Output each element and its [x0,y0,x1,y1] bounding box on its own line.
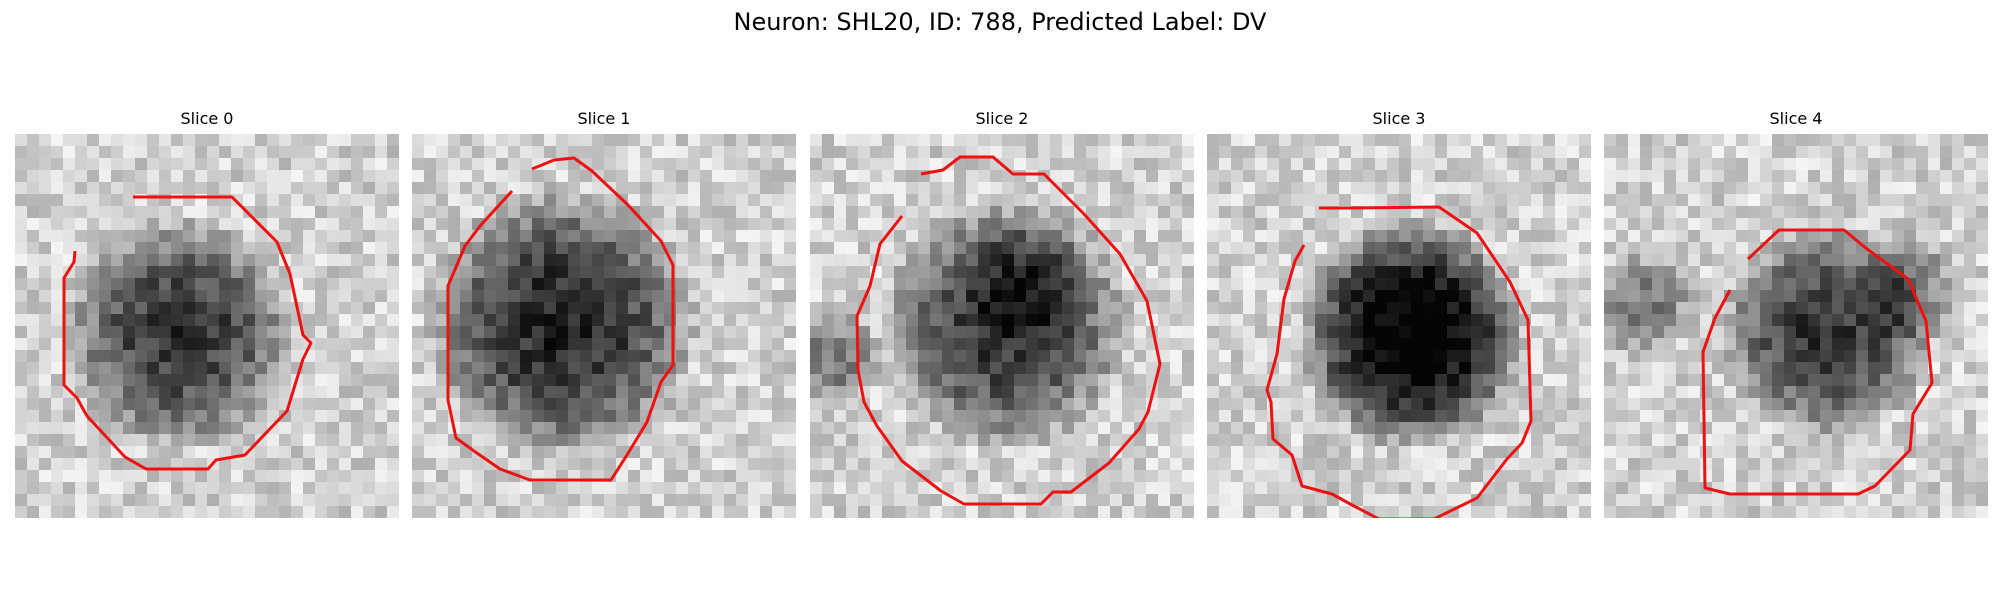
slice-image-pixels-1 [412,134,796,518]
slice-image-4 [1604,134,1988,518]
slice-title-0: Slice 0 [180,109,234,128]
slice-image-pixels-0 [15,134,399,518]
slice-title-1: Slice 1 [577,109,631,128]
slice-contour-0 [62,195,313,471]
slice-contour-4 [1701,228,1934,496]
slice-image-0 [15,134,399,518]
slice-image-2 [810,134,1194,518]
slice-contour-2 [855,155,1162,506]
slice-title-4: Slice 4 [1769,109,1823,128]
slice-contour-1 [446,156,675,482]
slice-contour-3 [1265,205,1533,518]
slice-image-3 [1207,134,1591,518]
slice-title-3: Slice 3 [1372,109,1426,128]
slice-image-pixels-2 [810,134,1194,518]
slice-title-2: Slice 2 [975,109,1029,128]
slice-image-pixels-3 [1207,134,1591,518]
figure-title: Neuron: SHL20, ID: 788, Predicted Label:… [733,8,1267,36]
slice-image-1 [412,134,796,518]
slice-image-pixels-4 [1604,134,1988,518]
